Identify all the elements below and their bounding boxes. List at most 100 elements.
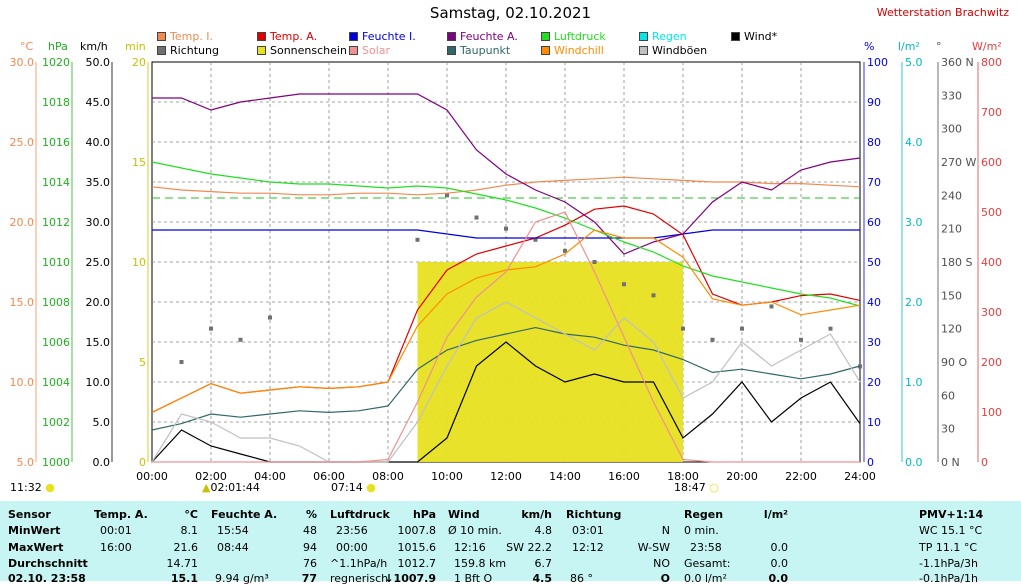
deg-axis-tick: 120: [941, 323, 962, 336]
legend-swatch: [639, 32, 648, 41]
wm2-axis-tick: 800: [981, 56, 1002, 69]
richtung-point: [238, 337, 243, 342]
chart-title: Samstag, 02.10.2021: [429, 4, 592, 22]
legend-swatch: [349, 46, 358, 55]
legend-swatch: [349, 32, 358, 41]
series-windchill: [151, 229, 861, 413]
series-richtung: [179, 193, 862, 369]
wind-bft: 1 Bft O: [454, 572, 493, 585]
wind-now: 4.5: [532, 572, 553, 585]
hpa-axis-tick: 1012: [42, 216, 70, 229]
richtung-max-time: 12:12: [572, 541, 604, 554]
kmh-axis-tick: 30.0: [86, 216, 111, 229]
time-tick: 20:00: [726, 470, 758, 483]
pct-axis-tick: 70: [867, 176, 881, 189]
hpa-axis-tick: 1008: [42, 296, 70, 309]
wm2-axis-tick: 300: [981, 306, 1002, 319]
legend-item-temp-a: Temp. A.: [257, 30, 317, 44]
pct-axis-tick: 80: [867, 136, 881, 149]
temp-axis-tick: 25.0: [10, 136, 35, 149]
time-tick: 12:00: [490, 470, 522, 483]
sunrise-label: 07:14 ●: [331, 481, 376, 494]
time-tick: 22:00: [785, 470, 817, 483]
wm2-axis-tick: 600: [981, 156, 1002, 169]
legend-item-wind: Wind*: [731, 30, 777, 44]
richtung-point: [651, 293, 656, 298]
deg-axis-tick: 0 N: [941, 456, 960, 469]
wm2-axis-tick: 700: [981, 106, 1002, 119]
legend-label: Windchill: [554, 44, 604, 57]
kmh-axis-tick: 40.0: [86, 136, 111, 149]
series-sonnenschein: [417, 262, 683, 462]
legend-swatch: [257, 32, 266, 41]
label-now: 02.10. 23:58: [8, 572, 86, 585]
temp-axis-tick: 20.0: [10, 216, 35, 229]
hpa-axis-tick: 1020: [42, 56, 70, 69]
druck-min-time: 23:56: [336, 524, 368, 537]
time-tick: 16:00: [608, 470, 640, 483]
label-min: MinWert: [8, 524, 61, 537]
pmv-title: PMV+1:14: [919, 508, 984, 521]
wm2-axis-tick: 100: [981, 406, 1002, 419]
min-axis-tick: 20: [132, 56, 146, 69]
wm2-unit: W/m²: [972, 40, 1002, 53]
druck-forecast: regnerisch: [330, 572, 389, 585]
deg-axis-tick: 180 S: [941, 256, 972, 269]
richtung-point: [828, 326, 833, 331]
hpa-unit: hPa: [48, 40, 68, 53]
min-temp-time: ▲02:01:44: [202, 481, 260, 494]
pct-axis-tick: 60: [867, 216, 881, 229]
legend-label: Regen: [652, 30, 687, 43]
time-tick: 24:00: [844, 470, 876, 483]
legend-label: Windböen: [652, 44, 708, 57]
pct-axis-tick: 40: [867, 296, 881, 309]
richtung-point: [209, 326, 213, 331]
druck-title: Luftdruck: [330, 508, 390, 521]
temp-axis-tick: 30.0: [10, 56, 35, 69]
richtung-point: [563, 248, 567, 253]
statistics-table: Sensor MinWert MaxWert Durchschnitt 02.1…: [0, 501, 1021, 585]
feuchte-max-val: 94: [303, 541, 317, 554]
rain-unit: l/m²: [898, 40, 920, 53]
temp-max-time: 16:00: [100, 541, 132, 554]
pct-axis-tick: 0: [867, 456, 874, 469]
legend-label: Luftdruck: [554, 30, 606, 43]
legend-swatch: [541, 32, 550, 41]
col-druck: Luftdruck hPa 23:56 1007.8 00:00 1015.6 …: [330, 501, 440, 585]
richtung-point: [268, 315, 272, 320]
wm2-axis-tick: 0: [981, 456, 988, 469]
legend-label: Temp. A.: [270, 30, 318, 43]
legend-item-sonnenschein: Sonnenschein: [257, 44, 347, 58]
time-tick: 18:00: [667, 470, 699, 483]
kmh-axis-tick: 45.0: [86, 96, 111, 109]
pct-axis-tick: 100: [867, 56, 888, 69]
rain-axis-tick: 2.0: [905, 296, 923, 309]
deg-unit: °: [936, 40, 942, 53]
sunshine-bar: [447, 262, 477, 462]
regen-now: 0.0: [768, 572, 789, 585]
temp-axis-tick: 15.0: [10, 296, 35, 309]
temp-unit: °C: [184, 508, 198, 521]
kmh-axis-tick: 50.0: [86, 56, 111, 69]
temp-title: Temp. A.: [94, 508, 148, 521]
hpa-axis-tick: 1010: [42, 256, 70, 269]
legend-swatch: [731, 32, 740, 41]
wind-distance: 159.8 km: [454, 557, 507, 570]
richtung-point: [622, 282, 626, 287]
time-tick: 00:00: [136, 470, 168, 483]
regen-time: 23:58: [690, 541, 722, 554]
richtung-avg: NO: [653, 557, 670, 570]
rain-axis-tick: 5.0: [905, 56, 923, 69]
richtung-now: O: [660, 572, 670, 585]
wind-unit: km/h: [521, 508, 552, 521]
deg-axis-tick: 270 W: [941, 156, 976, 169]
richtung-max-val: W-SW: [637, 541, 670, 554]
time-tick: 02:00: [195, 470, 227, 483]
legend-label: Sonnenschein: [270, 44, 347, 57]
druck-avg: 1012.7: [397, 557, 437, 570]
regen-total-label: Gesamt:: [684, 557, 731, 570]
time-tick: 04:00: [254, 470, 286, 483]
hpa-axis-tick: 1000: [42, 456, 70, 469]
time-tick: 06:00: [313, 470, 345, 483]
legend-swatch: [257, 46, 266, 55]
